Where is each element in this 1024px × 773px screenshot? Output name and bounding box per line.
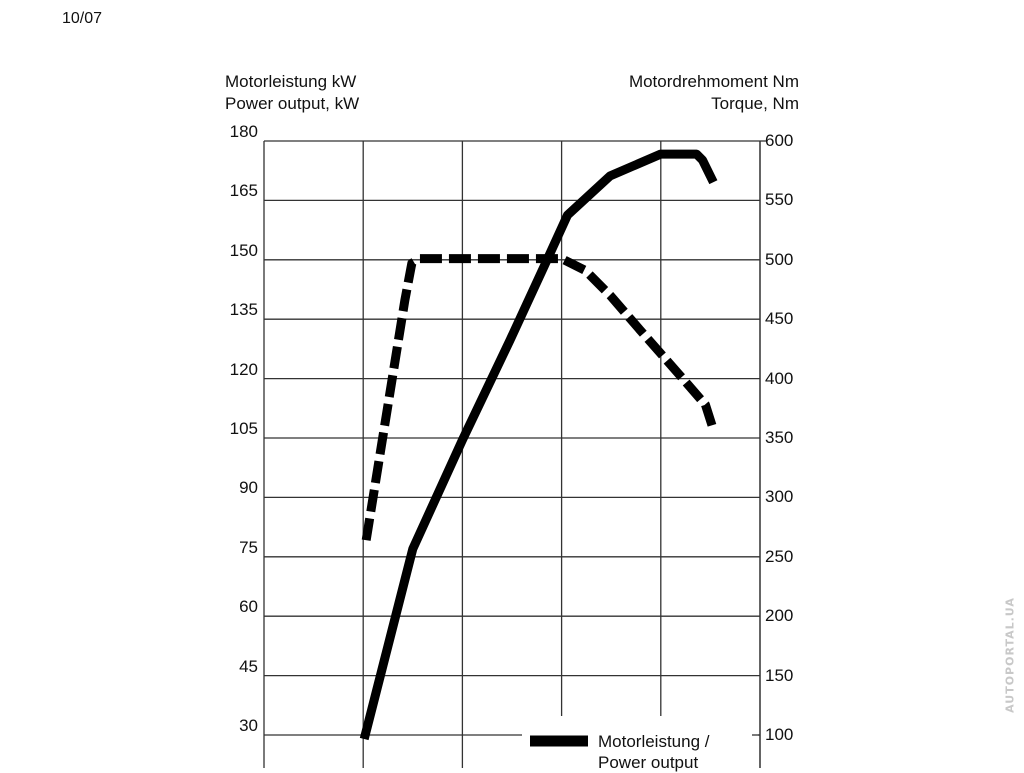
right-axis-title-en: Torque, Nm bbox=[711, 94, 799, 113]
right-tick-label: 250 bbox=[765, 546, 794, 566]
left-tick-label: 45 bbox=[239, 656, 258, 676]
right-tick-label: 450 bbox=[765, 309, 794, 329]
left-tick-label: 150 bbox=[229, 240, 258, 260]
right-tick-label: 100 bbox=[765, 725, 794, 744]
right-tick-label: 150 bbox=[765, 665, 794, 685]
legend-label: Motorleistung / Power output bbox=[598, 732, 710, 772]
right-tick-label: 550 bbox=[765, 190, 794, 210]
left-tick-label: 75 bbox=[239, 537, 258, 557]
left-tick-label: 30 bbox=[239, 716, 258, 735]
power-line bbox=[359, 149, 718, 741]
left-tick-label: 120 bbox=[229, 359, 258, 379]
right-tick-label: 300 bbox=[765, 487, 794, 507]
torque-line bbox=[361, 254, 718, 541]
page-code: 10/07 bbox=[62, 10, 103, 27]
left-tick-label: 165 bbox=[229, 181, 258, 201]
right-tick-label: 500 bbox=[765, 249, 794, 269]
right-tick-label: 600 bbox=[765, 131, 794, 150]
left-tick-label: 135 bbox=[229, 300, 258, 320]
watermark: AUTOPORTAL.UA bbox=[1003, 597, 1017, 713]
left-axis-title-en: Power output, kW bbox=[225, 94, 360, 113]
left-axis-title-de: Motorleistung kW bbox=[225, 72, 357, 91]
right-tick-label: 200 bbox=[765, 606, 794, 626]
left-tick-label: 180 bbox=[229, 122, 258, 141]
right-tick-label: 350 bbox=[765, 428, 794, 447]
left-tick-label: 90 bbox=[239, 478, 258, 498]
right-axis-title-de: Motordrehmoment Nm bbox=[628, 72, 799, 91]
left-tick-label: 105 bbox=[229, 419, 258, 438]
right-tick-label: 400 bbox=[765, 368, 794, 388]
left-tick-label: 60 bbox=[239, 597, 258, 617]
